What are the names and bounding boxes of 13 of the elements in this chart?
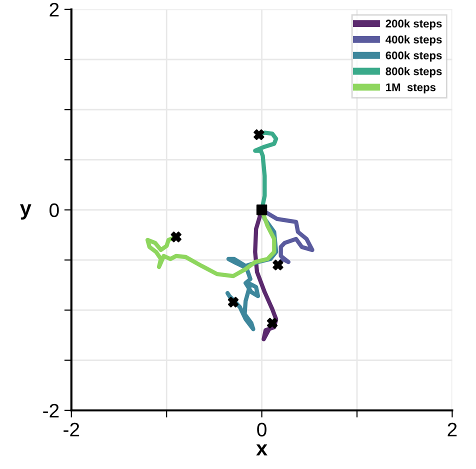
x-tick-label: 2 [448, 422, 457, 436]
x-tick-label: 0 [257, 422, 266, 436]
y-axis-title: y [20, 204, 32, 220]
legend-label: 1M steps [386, 83, 436, 94]
y-tick-label: 2 [50, 2, 59, 16]
y-tick-label: 0 [50, 203, 59, 218]
legend-label: 200k steps [386, 19, 442, 30]
legend-label: 400k steps [386, 35, 442, 46]
legend-label: 600k steps [386, 51, 442, 62]
x-tick-label: -2 [64, 422, 80, 436]
legend-label: 800k steps [386, 67, 442, 78]
x-axis-title: x [256, 444, 268, 456]
y-tick-label: -2 [43, 404, 59, 418]
